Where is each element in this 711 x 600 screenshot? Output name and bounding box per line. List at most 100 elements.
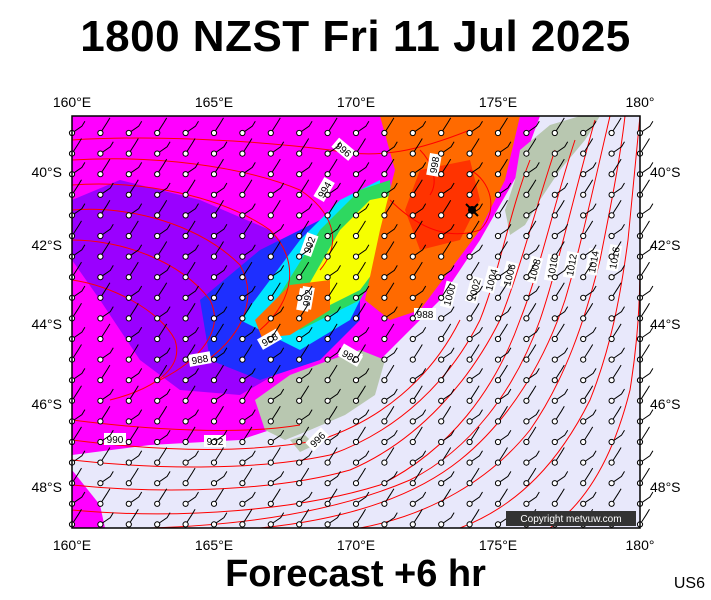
station-circle [154, 129, 161, 137]
wind-barb [71, 285, 86, 299]
station-circle [608, 377, 615, 384]
station-circle [608, 232, 615, 240]
lat-label: 44°S [650, 316, 681, 332]
station-circle [494, 191, 502, 198]
station-circle [182, 150, 189, 157]
station-circle [267, 418, 274, 425]
station-circle [551, 377, 558, 384]
station-circle [466, 212, 473, 219]
station-circle [409, 438, 416, 446]
station-circle [267, 191, 274, 198]
station-circle [239, 232, 246, 240]
station-circle [125, 356, 132, 363]
wind-barb [185, 203, 199, 216]
wind-barb [241, 261, 253, 278]
wind-barb [355, 138, 366, 154]
wind-barb [128, 344, 139, 360]
wind-barb [469, 261, 480, 278]
wind-barb [242, 120, 256, 134]
station-circle [352, 294, 360, 301]
wind-barb [270, 323, 281, 340]
station-circle [324, 397, 331, 404]
lat-label: 46°S [31, 396, 62, 412]
wind-barb [185, 426, 196, 443]
station-circle [409, 377, 416, 384]
station-circle [267, 253, 274, 260]
station-circle [267, 232, 274, 240]
precip-magenta-south [72, 470, 105, 528]
station-circle [239, 500, 246, 507]
wind-barb [298, 261, 310, 278]
station-circle [182, 274, 189, 281]
wind-barb [99, 117, 111, 134]
station-circle [494, 480, 502, 487]
wind-barb [412, 344, 423, 360]
station-circle [97, 397, 104, 404]
wind-barb [241, 385, 253, 402]
south-island-land [255, 350, 385, 440]
lat-label: 40°S [650, 164, 681, 180]
wind-barb [384, 141, 398, 155]
lat-labels-left: 40°S 42°S 44°S 46°S 48°S [31, 164, 62, 495]
wind-barb [355, 203, 370, 216]
lon-label: 160°E [53, 94, 91, 110]
station-circle [154, 232, 161, 240]
wind-barb [99, 323, 111, 340]
wind-barb [412, 179, 423, 196]
station-circle [608, 356, 615, 363]
wind-barb [327, 388, 341, 402]
station-circle [381, 171, 388, 178]
wind-barb [639, 303, 650, 319]
wind-barb [213, 447, 224, 463]
wind-barb [611, 282, 622, 299]
forecast-label: Forecast +6 hr [225, 553, 486, 595]
station-circle [97, 212, 104, 219]
wind-barb [525, 138, 537, 154]
wind-barb [383, 241, 395, 257]
wind-barb [355, 220, 366, 237]
wind-barb [525, 220, 537, 237]
wind-barb [270, 200, 281, 216]
station-circle [494, 438, 502, 446]
wind-barb [270, 388, 285, 402]
station-circle [494, 335, 502, 343]
wind-barb [554, 282, 565, 299]
station-circle [551, 212, 558, 219]
precip-red [405, 160, 480, 250]
wind-barb [525, 344, 537, 360]
wind-barb [71, 261, 82, 278]
station-circle [409, 521, 416, 528]
wind-barb [242, 203, 256, 216]
wind-barb [128, 491, 143, 505]
station-circle [523, 335, 530, 343]
wind-barb [213, 471, 228, 484]
station-circle [239, 191, 246, 198]
station-circle [409, 480, 416, 487]
station-circle [352, 191, 360, 198]
wind-barb [128, 385, 139, 402]
wind-barb [383, 117, 395, 134]
wind-barb [554, 323, 565, 340]
station-circle [438, 397, 445, 404]
station-circle [324, 335, 331, 343]
lon-label: 170°E [337, 537, 375, 553]
wind-barb [355, 409, 370, 422]
wind-barb [327, 347, 341, 361]
station-circle [438, 253, 445, 260]
station-circle [296, 232, 303, 240]
wind-barb [412, 491, 427, 505]
station-circle [154, 150, 161, 157]
wind-barb [270, 141, 285, 155]
station-circle [551, 171, 558, 178]
wind-barb [526, 368, 540, 381]
wind-barb [497, 388, 512, 402]
station-circle [154, 521, 161, 528]
station-circle [466, 129, 473, 137]
station-circle [210, 191, 218, 198]
wind-barb [327, 200, 338, 216]
wind-barb [639, 344, 650, 360]
lon-label: 165°E [195, 94, 233, 110]
wind-barb [355, 509, 366, 525]
lat-label: 40°S [31, 164, 62, 180]
wind-barb [469, 450, 483, 464]
